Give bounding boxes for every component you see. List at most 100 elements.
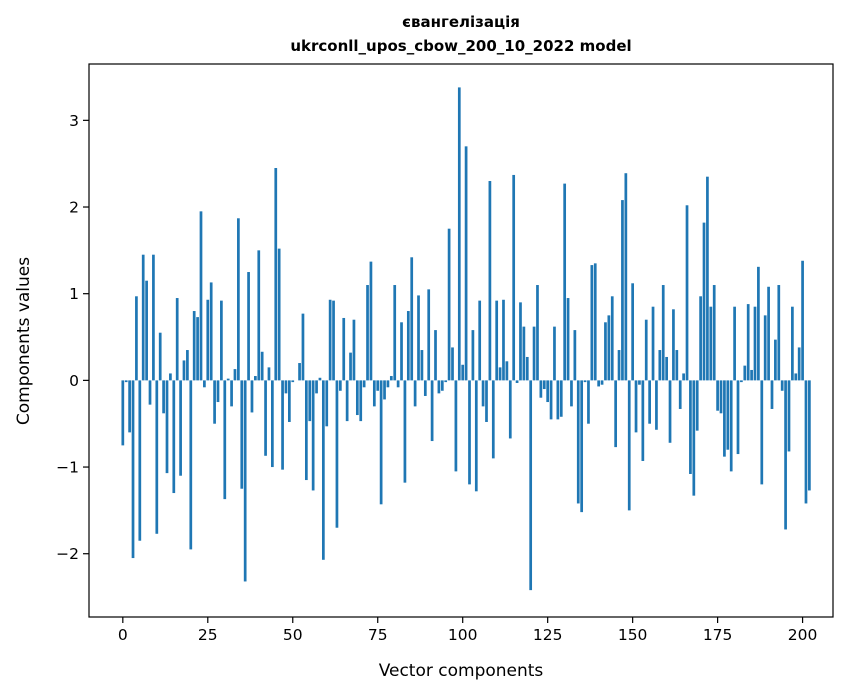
bar-195: [784, 380, 787, 530]
bar-3: [131, 380, 135, 559]
bar-5: [138, 380, 142, 541]
bar-157: [655, 380, 658, 430]
bar-75: [376, 380, 380, 391]
x-tick-label-50: 50: [283, 626, 303, 644]
x-tick-label-175: 175: [703, 626, 733, 644]
bar-163: [675, 350, 679, 381]
bar-121: [532, 326, 536, 381]
bar-190: [767, 286, 770, 381]
bar-192: [774, 339, 777, 381]
bar-73: [369, 261, 373, 381]
bar-83: [403, 380, 407, 483]
bar-166: [685, 205, 689, 381]
bar-70: [359, 380, 363, 422]
bar-30: [223, 380, 227, 500]
bar-104: [474, 380, 478, 492]
bar-61: [328, 299, 332, 381]
bar-120: [529, 380, 533, 591]
bar-94: [440, 380, 444, 391]
bar-114: [508, 380, 512, 439]
bar-62: [332, 300, 335, 381]
bar-89: [423, 380, 427, 396]
chart-subtitle: ukrconll_upos_cbow_200_10_2022 model: [290, 37, 631, 55]
x-tick-label-200: 200: [788, 626, 818, 644]
bar-103: [471, 330, 475, 381]
bar-102: [468, 380, 471, 485]
bar-41: [260, 351, 264, 381]
bar-182: [740, 380, 743, 383]
bar-137: [587, 380, 590, 424]
bar-19: [186, 350, 189, 381]
bar-56: [311, 380, 315, 491]
bar-79: [389, 376, 393, 381]
bar-21: [192, 311, 196, 381]
bar-138: [590, 265, 594, 381]
bar-141: [600, 380, 604, 385]
x-axis-label: Vector components: [379, 661, 544, 681]
bar-55: [308, 380, 312, 422]
bar-63: [335, 380, 339, 528]
bar-139: [593, 263, 597, 381]
bar-142: [604, 322, 607, 381]
bar-58: [318, 377, 322, 381]
bar-86: [413, 380, 417, 407]
bar-12: [162, 380, 165, 414]
bar-44: [271, 380, 274, 468]
bar-59: [321, 380, 325, 560]
bar-69: [355, 380, 359, 416]
bar-99: [457, 87, 461, 381]
bar-179: [729, 380, 733, 472]
bar-122: [536, 285, 539, 381]
bar-162: [672, 309, 675, 381]
bar-48: [284, 380, 288, 394]
bar-147: [621, 200, 624, 381]
bar-146: [617, 350, 621, 381]
bar-18: [182, 360, 186, 381]
bar-29: [220, 300, 223, 381]
bar-174: [712, 285, 716, 381]
bar-127: [553, 326, 556, 381]
bar-129: [559, 380, 563, 417]
bar-35: [240, 380, 244, 489]
bar-159: [661, 285, 665, 381]
bar-136: [583, 380, 587, 383]
bar-156: [651, 306, 655, 381]
bar-167: [689, 380, 692, 474]
bar-124: [542, 380, 546, 390]
bar-54: [304, 380, 308, 481]
bar-201: [804, 380, 808, 504]
bar-101: [464, 146, 468, 381]
bar-53: [301, 313, 305, 381]
bar-176: [719, 380, 723, 414]
bar-6: [141, 254, 145, 381]
x-tick-label-125: 125: [533, 626, 563, 644]
x-tick-label-25: 25: [198, 626, 218, 644]
bar-49: [288, 380, 291, 422]
bar-111: [498, 367, 502, 381]
bar-67: [349, 352, 352, 381]
bar-52: [298, 363, 301, 381]
plot-frame: [88, 63, 834, 618]
bar-202: [808, 380, 811, 491]
bar-40: [257, 250, 261, 381]
bar-115: [512, 174, 516, 381]
bar-153: [641, 380, 645, 461]
bar-158: [658, 350, 662, 381]
bar-185: [750, 369, 753, 381]
bar-1: [124, 380, 128, 383]
bar-155: [648, 380, 651, 424]
bar-33: [233, 369, 237, 381]
bar-36: [243, 380, 247, 582]
bar-117: [519, 302, 522, 381]
bar-43: [267, 367, 271, 381]
bar-45: [274, 168, 278, 381]
bar-47: [281, 380, 284, 470]
bar-series: [121, 87, 811, 591]
bar-112: [502, 299, 505, 381]
x-axis-ticks: 0 25 50 75 100 125 150 175 200: [118, 617, 817, 644]
bar-11: [158, 332, 162, 381]
bar-186: [753, 306, 757, 381]
x-tick-label-0: 0: [118, 626, 128, 644]
